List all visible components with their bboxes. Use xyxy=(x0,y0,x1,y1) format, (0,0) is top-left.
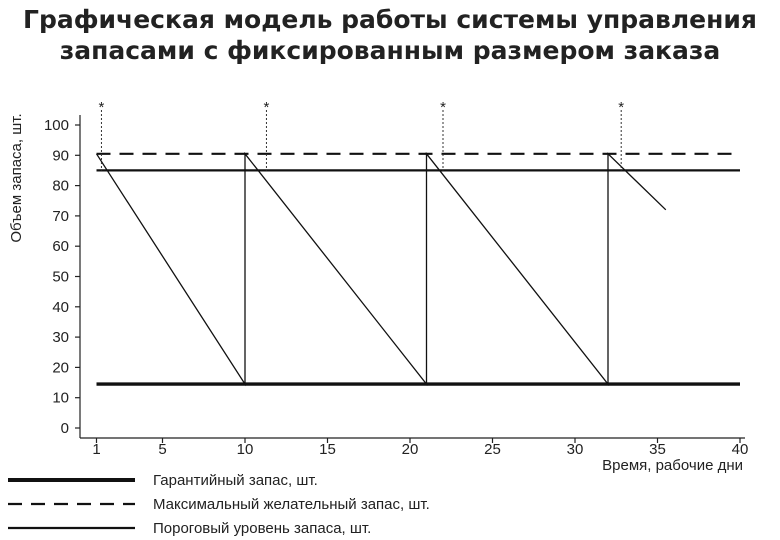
y-tick-label: 60 xyxy=(52,238,69,255)
page-title: Графическая модель работы системы управл… xyxy=(0,4,780,66)
x-tick-label: 35 xyxy=(649,441,666,458)
y-tick-label: 70 xyxy=(52,208,69,225)
legend-label-2: Максимальный желательный запас, шт. xyxy=(153,496,430,513)
x-tick-label: 15 xyxy=(319,441,336,458)
y-tick-label: 0 xyxy=(61,420,69,437)
x-tick-label: 20 xyxy=(402,441,419,458)
order-marker: * xyxy=(99,99,105,116)
x-tick-label: 1 xyxy=(92,441,100,458)
title-line-2: запасами с фиксированным размером заказа xyxy=(59,36,721,65)
y-tick-label: 40 xyxy=(52,299,69,316)
legend-label-3: Пороговый уровень запаса, шт. xyxy=(153,520,371,537)
series-line-4 xyxy=(95,151,667,387)
y-tick-label: 100 xyxy=(44,117,69,134)
x-tick-label: 10 xyxy=(237,441,254,458)
x-tick-label: 25 xyxy=(484,441,501,458)
x-tick-label: 5 xyxy=(158,441,166,458)
y-tick-label: 90 xyxy=(52,147,69,164)
x-axis-label: Время, рабочие дни xyxy=(602,457,743,474)
order-marker: * xyxy=(440,99,446,116)
y-tick-label: 20 xyxy=(52,359,69,376)
title-line-1: Графическая модель работы системы управл… xyxy=(23,5,757,34)
y-tick-label: 10 xyxy=(52,390,69,407)
y-axis-label: Объем запаса, шт. xyxy=(8,113,25,242)
y-tick-label: 30 xyxy=(52,329,69,346)
x-tick-label: 40 xyxy=(732,441,749,458)
y-tick-label: 80 xyxy=(52,178,69,195)
x-tick-label: 30 xyxy=(567,441,584,458)
order-marker: * xyxy=(264,99,270,116)
order-marker: * xyxy=(618,99,624,116)
y-tick-label: 50 xyxy=(52,269,69,286)
legend-label-1: Гарантийный запас, шт. xyxy=(153,472,318,489)
